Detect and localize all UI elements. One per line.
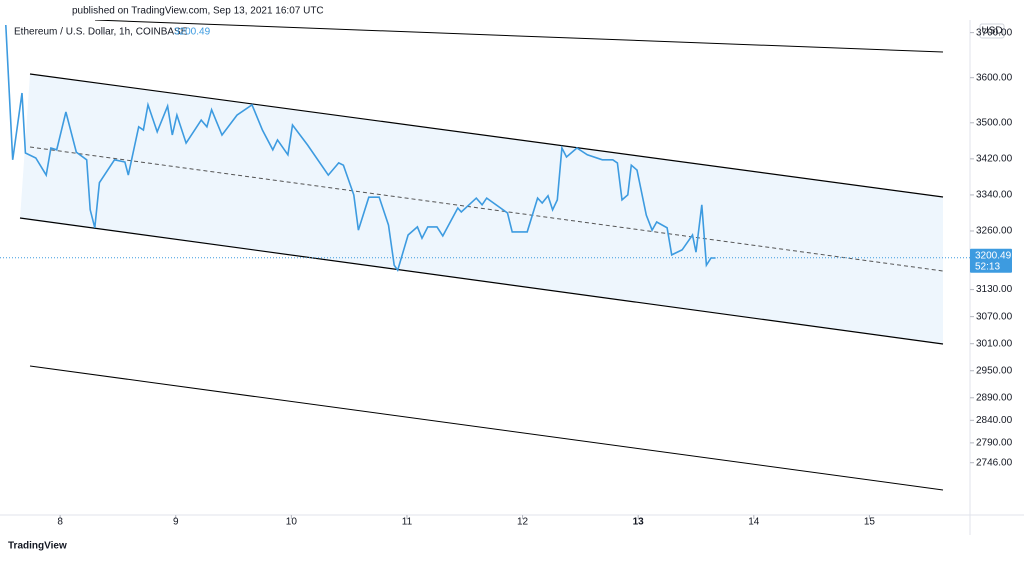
x-tick-label: 10 [286,517,298,528]
y-tick-label: 3130.00 [976,284,1013,295]
price-line [5,24,716,273]
countdown-label: 52:13 [975,261,1000,272]
y-tick-label: 2890.00 [976,392,1013,403]
y-tick-label: 3500.00 [976,117,1013,128]
last-price-box [970,248,1012,273]
x-tick-label: 9 [173,517,179,528]
y-tick-label: 2790.00 [976,438,1013,449]
x-tick-label: 11 [402,517,413,528]
legend-price: 3200.49 [174,27,211,38]
x-tick-label: 14 [748,517,760,528]
y-tick-label: 3420.00 [976,153,1013,164]
drawings [19,20,944,491]
x-tick-label: 8 [57,517,63,528]
currency-button[interactable] [979,23,1005,39]
y-tick-label: 3340.00 [976,190,1013,201]
currency-label[interactable]: USD [981,26,1002,37]
y-tick-label: 3260.00 [976,226,1013,237]
last-price-label: 3200.49 [975,250,1012,261]
y-tick-label: 3010.00 [976,338,1013,349]
channel-upper [29,73,944,198]
y-tick-label: 3600.00 [976,72,1013,83]
x-tick-label: 13 [633,517,645,528]
outer-lower [29,365,944,491]
y-tick-label: 3070.00 [976,311,1013,322]
y-tick-label: 2840.00 [976,415,1013,426]
channel-lower [19,217,944,345]
legend-symbol: Ethereum / U.S. Dollar, 1h, COINBASE [14,27,188,38]
x-tick-label: 12 [517,517,529,528]
channel-fill [20,74,943,344]
y-tick-label: 2950.00 [976,365,1013,376]
y-tick-label: 2746.00 [976,457,1013,468]
x-tick-label: 15 [864,517,876,528]
plot [5,24,716,273]
y-tick-label: 3700.00 [976,27,1013,38]
outer-upper [94,20,944,53]
published-note: published on TradingView.com, Sep 13, 20… [72,6,324,17]
logo-text: TradingView [8,541,67,552]
